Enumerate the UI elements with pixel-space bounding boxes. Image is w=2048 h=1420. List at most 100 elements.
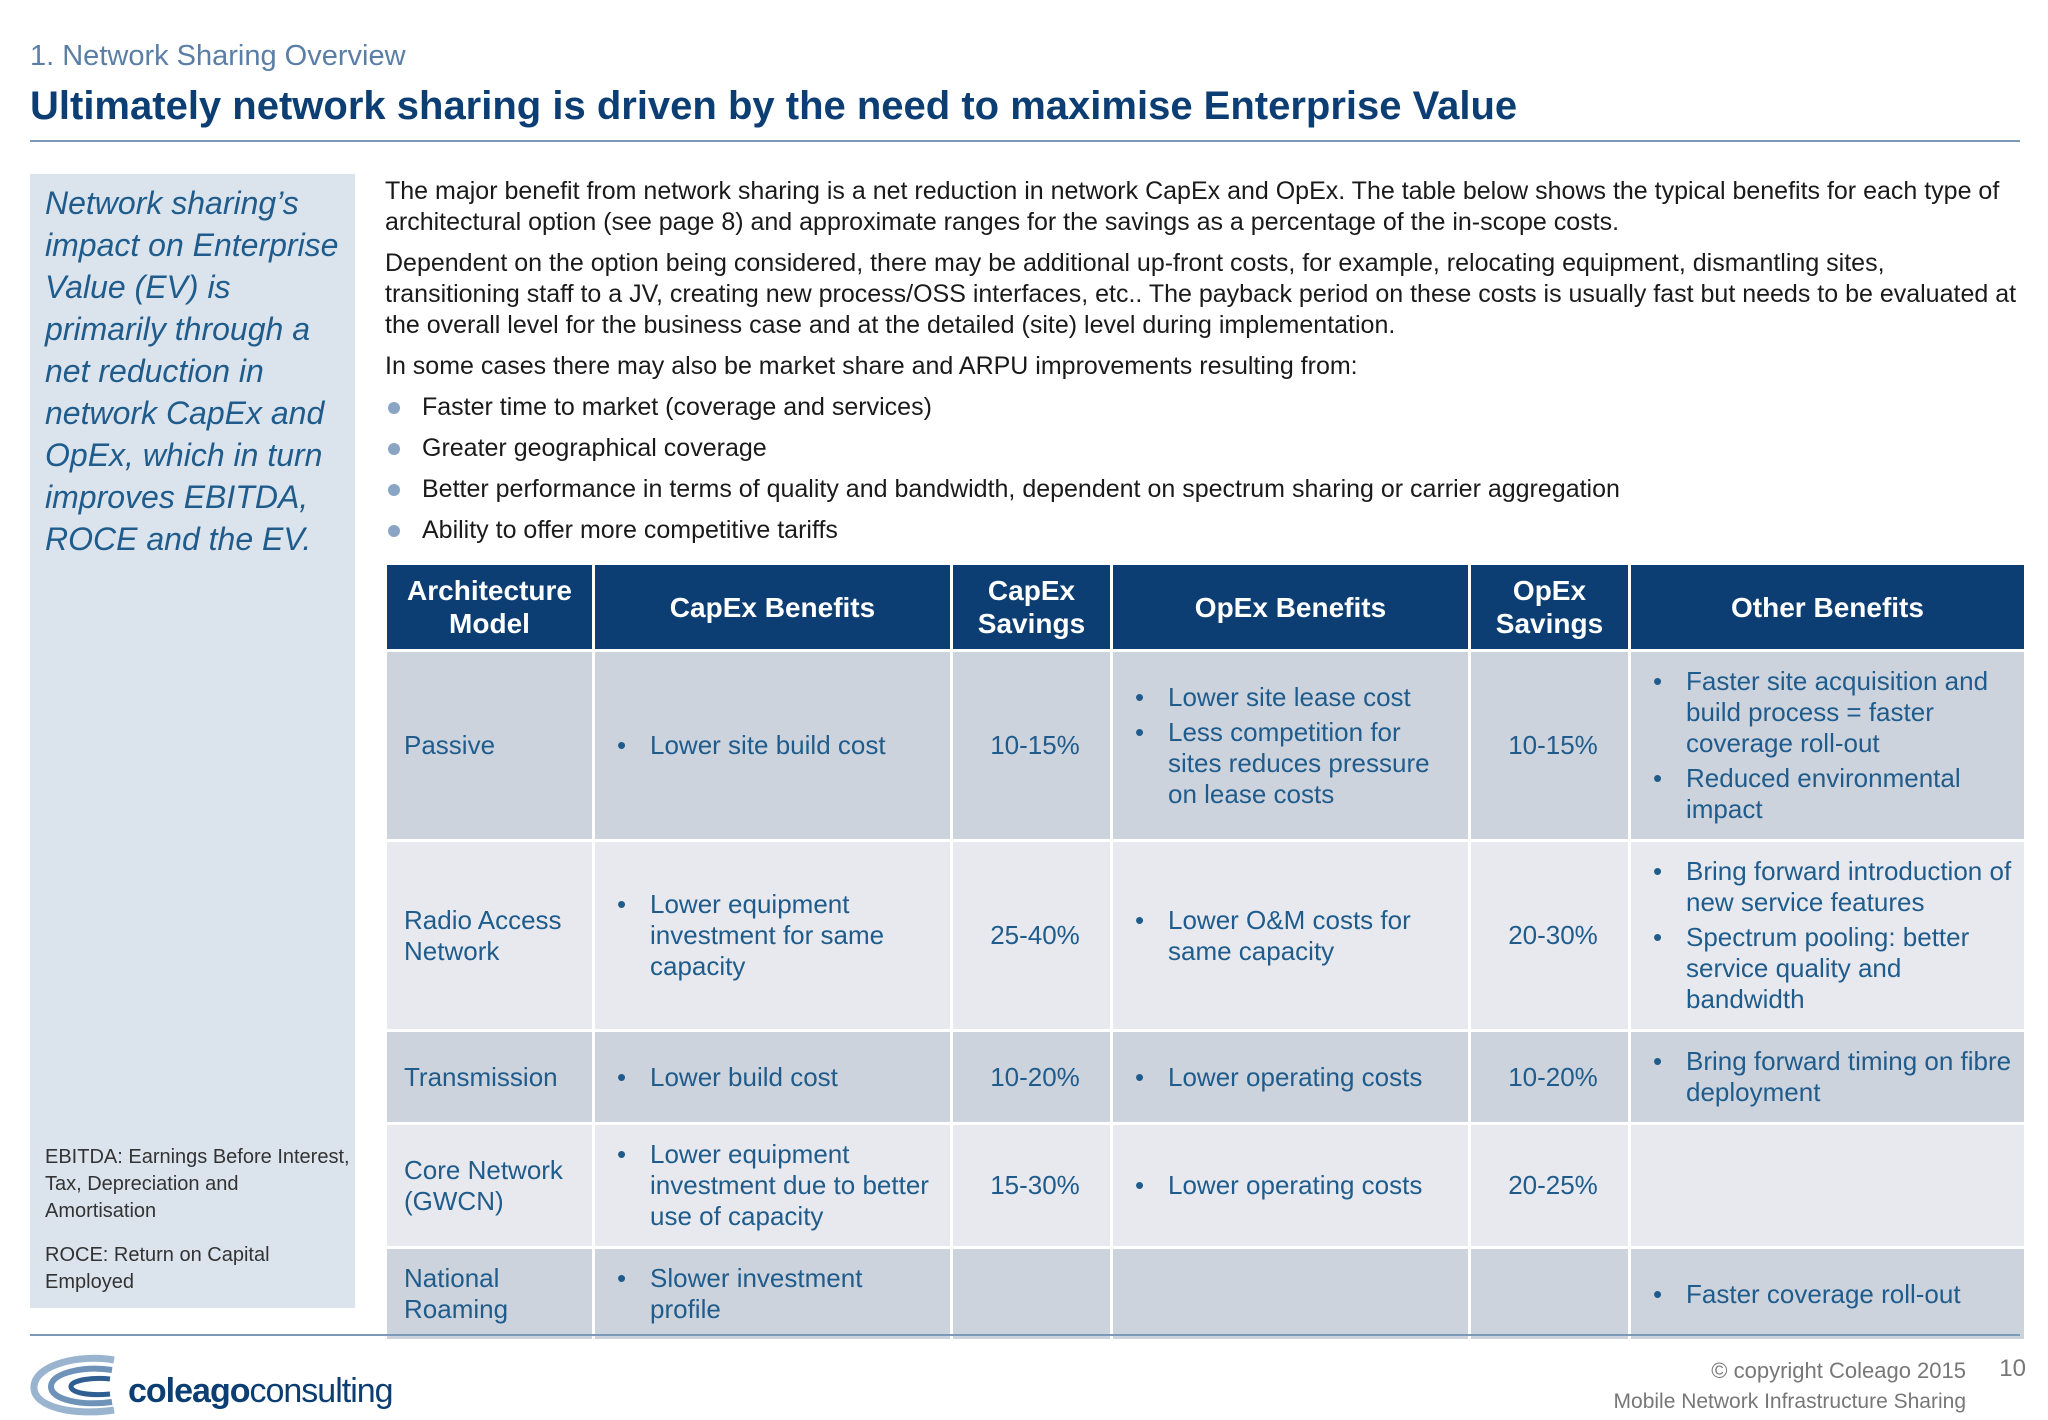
opex-savings-cell: 20-25% (1468, 1122, 1631, 1249)
column-header: OpEx Savings (1468, 562, 1631, 652)
bullet-dot-icon (388, 484, 400, 496)
benefit-bullet-list: Faster time to market (coverage and serv… (385, 392, 2025, 546)
list-item: • Lower equipment investment for same cap… (612, 889, 940, 982)
opex-savings-cell (1468, 1246, 1631, 1342)
other-benefits-cell: • Faster coverage roll-out (1628, 1246, 2027, 1342)
architecture-model-cell: Passive (384, 649, 595, 842)
footer-divider (30, 1334, 2020, 1336)
page-title: Ultimately network sharing is driven by … (30, 84, 1518, 128)
list-item: • Lower operating costs (1130, 1062, 1458, 1093)
list-item-text: Better performance in terms of quality a… (422, 475, 1620, 503)
opex-savings-cell: 10-15% (1468, 649, 1631, 842)
list-item: • Lower O&M costs for same capacity (1130, 905, 1458, 967)
swoosh-logo-icon (30, 1354, 115, 1416)
list-item-text: Lower operating costs (1168, 1061, 1423, 1092)
sidebar-quote: Network sharing’s impact on Enterprise V… (45, 185, 339, 557)
bullet-icon: • (1135, 1170, 1145, 1200)
list-item: Ability to offer more competitive tariff… (385, 515, 2025, 546)
page-number: 10 (1999, 1355, 2026, 1382)
list-item: • Lower equipment investment due to bette… (612, 1139, 940, 1232)
opex-benefits-cell: • Lower operating costs (1110, 1029, 1471, 1125)
list-item-text: Lower site build cost (650, 730, 886, 760)
table-row: Passive • Lower site build cost 10-15% • L… (384, 649, 2027, 842)
opex-savings-cell: 20-30% (1468, 839, 1631, 1032)
column-header: CapEx Savings (950, 562, 1113, 652)
intro-paragraph: In some cases there may also be market s… (385, 352, 1358, 380)
list-item-text: Lower site lease cost (1168, 681, 1411, 712)
list-item: • Lower operating costs (1130, 1170, 1458, 1201)
bullet-icon: • (1135, 1061, 1145, 1092)
note-ebitda: EBITDA: Earnings Before Interest, Tax, D… (45, 1146, 350, 1222)
bullet-dot-icon (388, 443, 400, 455)
column-header: Architecture Model (384, 562, 595, 652)
other-benefits-cell: • Bring forward introduction of new servi… (1628, 839, 2027, 1032)
list-item-text: Spectrum pooling: better service quality… (1686, 922, 1970, 1014)
list-item: Faster time to market (coverage and serv… (385, 392, 2025, 423)
list-item: • Less competition for sites reduces pres… (1130, 717, 1458, 810)
sidebar-notes: EBITDA: Earnings Before Interest, Tax, D… (45, 1144, 350, 1313)
bullet-icon: • (1653, 1278, 1663, 1309)
list-item-text: Lower build cost (650, 1061, 838, 1092)
column-header: CapEx Benefits (592, 562, 953, 652)
intro-text: The major benefit from network sharing i… (385, 176, 2025, 556)
bullet-dot-icon (388, 525, 400, 537)
column-header: Other Benefits (1628, 562, 2027, 652)
section-label: 1. Network Sharing Overview (30, 40, 406, 72)
architecture-model-cell: National Roaming (384, 1246, 595, 1342)
bullet-dot-icon (388, 402, 400, 414)
other-benefits-cell: • Bring forward timing on fibre deploymen… (1628, 1029, 2027, 1125)
bullet-icon: • (1135, 681, 1145, 712)
table-header-row: Architecture Model CapEx Benefits CapEx … (384, 562, 2027, 652)
title-divider (30, 140, 2020, 142)
list-item: • Lower site build cost (612, 730, 940, 761)
list-item: • Faster coverage roll-out (1648, 1279, 2014, 1310)
bullet-icon: • (617, 1061, 627, 1092)
intro-paragraph: The major benefit from network sharing i… (385, 177, 2000, 236)
capex-savings-cell: 15-30% (950, 1122, 1113, 1249)
architecture-model-cell: Core Network (GWCN) (384, 1122, 595, 1249)
bullet-icon: • (617, 730, 627, 760)
list-item: • Reduced environmental impact (1648, 763, 2014, 825)
document-name: Mobile Network Infrastructure Sharing (1613, 1390, 1966, 1413)
bullet-icon: • (1653, 922, 1663, 952)
company-logo: coleagoconsulting (26, 1350, 394, 1420)
sidebar-panel: Network sharing’s impact on Enterprise V… (30, 174, 355, 1308)
capex-savings-cell (950, 1246, 1113, 1342)
capex-savings-cell: 25-40% (950, 839, 1113, 1032)
bullet-icon: • (617, 889, 627, 919)
list-item-text: Faster site acquisition and build proces… (1686, 666, 1989, 758)
bullet-icon: • (1135, 716, 1145, 747)
table-row: National Roaming • Slower investment prof… (384, 1246, 2027, 1342)
capex-benefits-cell: • Lower site build cost (592, 649, 953, 842)
list-item-text: Faster coverage roll-out (1686, 1278, 1961, 1309)
list-item-text: Greater geographical coverage (422, 434, 767, 462)
opex-benefits-cell (1110, 1246, 1471, 1342)
capex-benefits-cell: • Slower investment profile (592, 1246, 953, 1342)
list-item-text: Ability to offer more competitive tariff… (422, 516, 838, 544)
bullet-icon: • (1653, 856, 1663, 886)
opex-benefits-cell: • Lower site lease cost • Less competition… (1110, 649, 1471, 842)
other-benefits-cell: • Faster site acquisition and build proce… (1628, 649, 2027, 842)
other-benefits-cell (1628, 1122, 2027, 1249)
list-item-text: Lower equipment investment for same capa… (650, 889, 885, 981)
note-roce: ROCE: Return on Capital Employed (45, 1244, 270, 1293)
list-item: • Faster site acquisition and build proce… (1648, 666, 2014, 759)
list-item-text: Bring forward timing on fibre deployment (1686, 1046, 2012, 1107)
opex-benefits-cell: • Lower operating costs (1110, 1122, 1471, 1249)
list-item-text: Lower O&M costs for same capacity (1168, 904, 1411, 966)
capex-benefits-cell: • Lower equipment investment due to bette… (592, 1122, 953, 1249)
column-header: OpEx Benefits (1110, 562, 1471, 652)
bullet-icon: • (617, 1263, 627, 1293)
table-row: Transmission • Lower build cost 10-20% • L… (384, 1029, 2027, 1125)
list-item: • Bring forward timing on fibre deploymen… (1648, 1046, 2014, 1108)
list-item-text: Less competition for sites reduces press… (1168, 716, 1430, 809)
list-item: • Lower site lease cost (1130, 682, 1458, 713)
architecture-model-cell: Radio Access Network (384, 839, 595, 1032)
bullet-icon: • (1653, 763, 1663, 793)
table-row: Radio Access Network • Lower equipment in… (384, 839, 2027, 1032)
list-item-text: Slower investment profile (650, 1263, 863, 1324)
copyright-text: © copyright Coleago 2015 (1711, 1358, 1966, 1383)
logo-wordmark: coleagoconsulting (128, 1372, 394, 1410)
benefits-table: Architecture Model CapEx Benefits CapEx … (384, 562, 2027, 1342)
bullet-icon: • (1653, 666, 1663, 696)
